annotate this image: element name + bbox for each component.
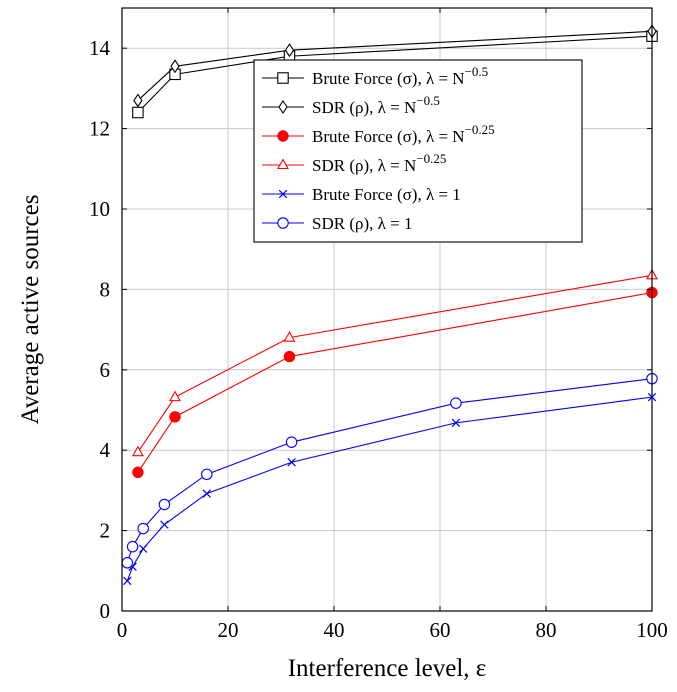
circle-marker [201, 468, 213, 481]
circle-marker [137, 522, 149, 535]
legend-box [253, 59, 583, 243]
cross-marker [278, 189, 288, 199]
legend-entry: Brute Force (σ), λ = 1 [262, 185, 461, 204]
diamond-marker [170, 59, 180, 74]
y-tick-label: 14 [89, 36, 111, 60]
cross-marker [123, 576, 132, 586]
circle-marker [450, 397, 462, 409]
filled-circle-marker [132, 466, 144, 479]
series-line [137, 292, 653, 473]
cross-marker [202, 489, 212, 498]
square-marker [132, 106, 144, 119]
square-marker [277, 72, 289, 84]
filled-circle-marker [283, 350, 296, 363]
legend-entry: Brute Force (σ), λ = N−0.5 [262, 64, 488, 88]
series-line [126, 396, 653, 582]
x-tick-label: 60 [430, 618, 451, 642]
y-tick-label: 8 [100, 277, 111, 301]
y-tick-label: 10 [89, 197, 110, 221]
cross-marker [160, 520, 169, 529]
legend-entry: Brute Force (σ), λ = N−0.25 [262, 122, 495, 146]
series-4 [123, 392, 657, 586]
series-line [137, 35, 653, 113]
x-tick-label: 80 [536, 618, 557, 642]
y-tick-label: 6 [100, 358, 111, 382]
legend-label: SDR (ρ), λ = N−0.5 [312, 93, 440, 117]
series-layer [121, 24, 658, 586]
legend-entry: SDR (ρ), λ = N−0.5 [262, 93, 440, 117]
ticks: 0 20 40 60 80 100 0 2 4 6 8 10 12 14 [89, 8, 668, 642]
triangle-marker [169, 390, 181, 402]
triangle-marker [283, 331, 296, 342]
circle-marker [121, 557, 134, 569]
series-1 [133, 24, 657, 108]
cross-marker [287, 458, 296, 467]
x-tick-label: 20 [218, 618, 239, 642]
circle-marker [285, 436, 298, 448]
series-3 [131, 268, 658, 457]
y-tick-label: 0 [100, 599, 111, 623]
filled-circle-marker [169, 411, 181, 423]
triangle-marker [277, 158, 289, 170]
cross-marker [451, 418, 461, 428]
y-tick-label: 2 [100, 519, 111, 543]
series-line [137, 30, 653, 101]
legend-label: Brute Force (σ), λ = N−0.25 [312, 122, 495, 146]
legend-entry: SDR (ρ), λ = 1 [262, 214, 412, 233]
filled-circle-marker [277, 130, 289, 142]
circle-marker [158, 498, 171, 511]
triangle-marker [131, 445, 144, 457]
circle-marker [277, 217, 289, 229]
circle-marker [126, 540, 139, 553]
legend-label: SDR (ρ), λ = 1 [312, 214, 412, 233]
x-tick-label: 0 [117, 618, 128, 642]
plot-frame [121, 7, 653, 612]
legend-label: Brute Force (σ), λ = N−0.5 [312, 64, 488, 88]
series-2 [132, 286, 658, 479]
x-tick-label: 100 [636, 618, 668, 642]
y-tick-label: 4 [100, 438, 111, 462]
legend-entry: SDR (ρ), λ = N−0.25 [262, 151, 446, 175]
x-axis-label: Interference level, ε [288, 655, 487, 682]
y-axis-label: Average active sources [17, 195, 44, 425]
x-tick-label: 40 [324, 618, 345, 642]
cross-marker [138, 544, 148, 553]
legend: Brute Force (σ), λ = N−0.5 SDR (ρ), λ = N… [253, 59, 583, 243]
series-5 [121, 372, 658, 569]
legend-label: Brute Force (σ), λ = 1 [312, 185, 461, 204]
legend-label: SDR (ρ), λ = N−0.25 [312, 151, 446, 175]
diamond-marker [278, 100, 288, 114]
y-tick-label: 12 [89, 117, 110, 141]
diamond-marker [284, 43, 295, 58]
diamond-marker [133, 93, 143, 108]
series-line [137, 274, 653, 453]
